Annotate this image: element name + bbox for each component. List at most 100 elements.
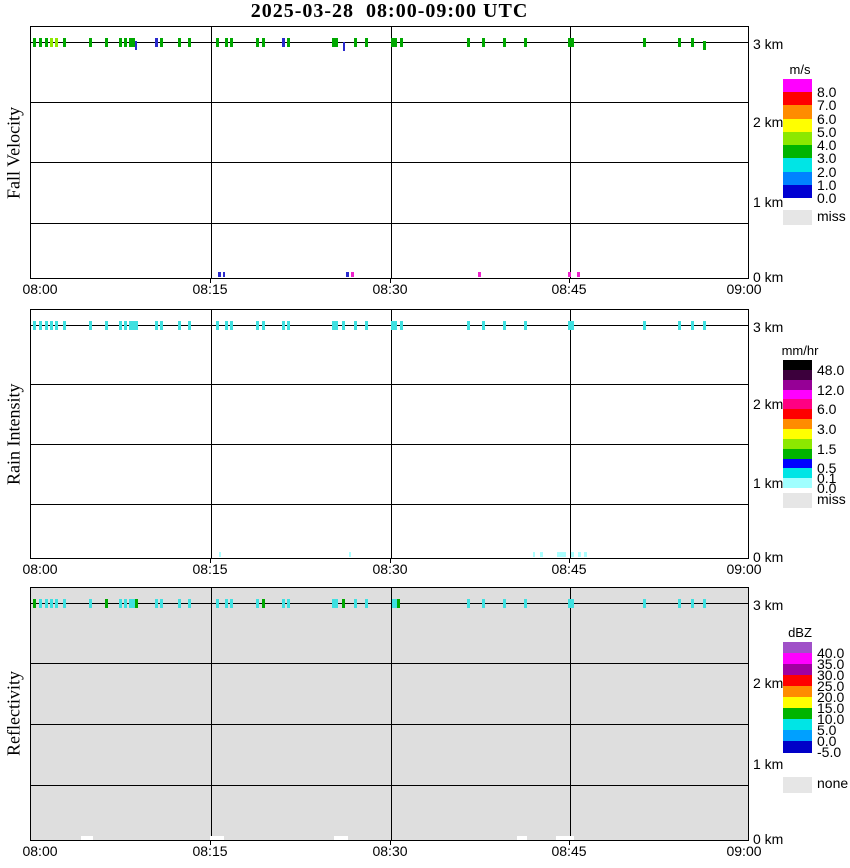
height-gridline — [31, 504, 748, 505]
x-axis-tick — [569, 841, 570, 845]
echo-mark — [216, 38, 219, 47]
y-tick-label: 1 km — [753, 475, 784, 491]
colorbar-swatch — [783, 642, 812, 654]
echo-mark — [63, 599, 66, 608]
x-axis-tick — [569, 279, 570, 283]
surface-mark — [210, 836, 224, 840]
echo-mark — [155, 599, 158, 608]
surface-mark — [578, 552, 581, 557]
colorbar-swatch — [783, 419, 812, 430]
x-tick-label: 08:30 — [372, 561, 408, 577]
colorbar-missing-label: miss — [817, 208, 846, 224]
x-tick-label: 08:45 — [551, 281, 587, 297]
echo-mark — [691, 38, 694, 47]
echo-mark — [129, 38, 135, 47]
echo-mark — [160, 321, 163, 330]
colorbar-missing-swatch — [783, 210, 812, 225]
height-gridline — [31, 785, 748, 786]
colorbar-units-mmhr: mm/hr — [781, 343, 819, 358]
echo-mark — [287, 321, 290, 330]
colorbar-tick-label: 8.0 — [817, 84, 837, 100]
colorbar-swatch — [783, 360, 812, 371]
colorbar-swatch — [783, 184, 812, 199]
colorbar-tick-label: 4.0 — [817, 137, 837, 153]
echo-mark — [703, 599, 706, 608]
echo-mark — [256, 321, 259, 330]
surface-mark — [219, 552, 221, 557]
y-tick-label: 3 km — [753, 597, 784, 613]
echo-mark — [135, 321, 138, 330]
echo-mark — [503, 599, 506, 608]
x-axis-tick — [390, 841, 391, 845]
surface-mark — [334, 836, 348, 840]
echo-mark — [342, 321, 345, 330]
y-axis-label-rain-intensity: Rain Intensity — [3, 383, 24, 485]
x-axis-tick — [390, 559, 391, 563]
x-tick-label: 08:00 — [22, 843, 58, 859]
colorbar-tick-label: 0.1 — [817, 470, 837, 486]
colorbar-swatch — [783, 448, 812, 459]
echo-mark — [155, 321, 158, 330]
echo-mark — [643, 38, 646, 47]
height-gridline — [31, 162, 748, 163]
colorbar-tick-label: 3.0 — [817, 421, 837, 437]
echo-mark — [45, 321, 48, 330]
echo-mark — [467, 38, 470, 47]
echo-mark — [230, 321, 233, 330]
surface-mark — [349, 552, 351, 557]
echo-mark — [282, 38, 285, 47]
echo-mark — [225, 321, 228, 330]
height-gridline — [31, 42, 748, 43]
echo-mark — [482, 38, 485, 47]
echo-mark — [571, 599, 574, 608]
colorbar-tick-label: 3.0 — [817, 150, 837, 166]
colorbar-swatch — [783, 686, 812, 698]
surface-mark — [223, 272, 225, 277]
surface-mark — [577, 272, 580, 277]
echo-mark — [678, 38, 681, 47]
echo-mark — [188, 38, 191, 47]
echo-mark — [55, 321, 58, 330]
echo-mark — [129, 599, 135, 608]
surface-mark — [540, 552, 543, 557]
echo-mark — [354, 321, 357, 330]
colorbar-tick-label: 40.0 — [817, 645, 845, 661]
colorbar-tick-label: 6.0 — [817, 111, 837, 127]
y-tick-label: 0 km — [753, 549, 784, 565]
echo-mark — [332, 321, 338, 330]
echo-mark — [124, 599, 127, 608]
y-axis-label-fall-velocity: Fall Velocity — [3, 106, 24, 199]
echo-mark — [89, 38, 92, 47]
surface-mark — [533, 552, 535, 557]
colorbar-tick-label: 5.0 — [817, 124, 837, 140]
echo-mark — [482, 599, 485, 608]
echo-mark — [155, 38, 158, 47]
echo-mark — [33, 38, 36, 47]
echo-mark — [63, 38, 66, 47]
x-axis-tick — [390, 279, 391, 283]
echo-mark — [678, 599, 681, 608]
colorbar-swatch — [783, 438, 812, 450]
echo-mark — [124, 321, 127, 330]
echo-mark — [256, 599, 259, 608]
echo-mark — [225, 38, 228, 47]
colorbar-swatch — [783, 92, 812, 106]
echo-mark — [568, 321, 571, 330]
y-tick-label: 0 km — [753, 831, 784, 847]
echo-mark — [33, 321, 36, 330]
height-gridline — [31, 603, 748, 604]
time-gridline — [211, 310, 212, 558]
echo-mark — [50, 38, 53, 47]
echo-mark — [50, 321, 53, 330]
echo-mark — [503, 321, 506, 330]
colorbar-swatch — [783, 428, 812, 440]
echo-mark — [89, 599, 92, 608]
height-gridline — [31, 223, 748, 224]
echo-mark — [50, 599, 53, 608]
echo-mark — [89, 321, 92, 330]
surface-mark — [517, 836, 527, 840]
colorbar-tick-label: 0.0 — [817, 733, 837, 749]
echo-mark — [178, 38, 181, 47]
x-tick-label: 08:00 — [22, 281, 58, 297]
colorbar-swatch — [783, 730, 812, 742]
